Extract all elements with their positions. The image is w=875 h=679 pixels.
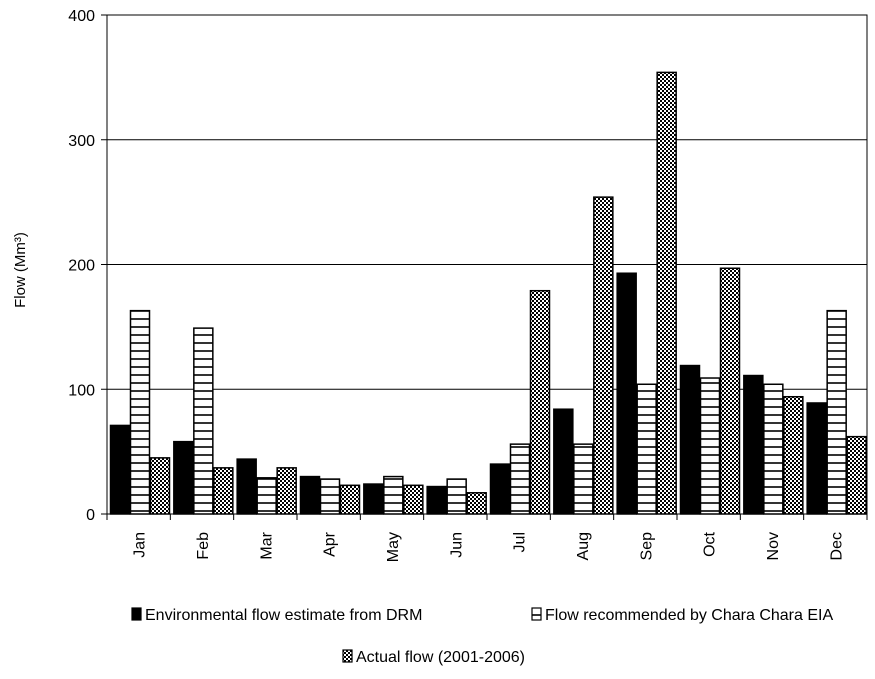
- bar-checker-nov: [783, 395, 804, 515]
- bar-solid-jun: [426, 485, 447, 515]
- axes: [101, 14, 868, 520]
- bar-checker-jan: [149, 457, 171, 515]
- bar-solid-nov: [743, 374, 764, 515]
- bar-checker-dec: [846, 435, 867, 515]
- bar-solid-feb: [173, 440, 194, 515]
- x-tick-label: Mar: [258, 531, 275, 559]
- y-tick-label: 100: [68, 382, 95, 399]
- x-tick-label: May: [385, 532, 402, 562]
- bar-horizontal-lines-may: [383, 475, 404, 515]
- x-tick-label: Jan: [132, 532, 149, 558]
- bar-horizontal-lines-dec: [826, 309, 847, 515]
- bar-checker-oct: [719, 267, 741, 515]
- bar-horizontal-lines-feb: [193, 327, 214, 515]
- bar-horizontal-lines-oct: [699, 377, 721, 515]
- x-tick-label: Dec: [828, 532, 845, 560]
- y-tick-label: 0: [86, 507, 95, 524]
- legend-item: Actual flow (2001-2006): [342, 649, 525, 666]
- legend-swatch: [131, 607, 142, 621]
- y-axis-label: Flow (Mm³): [12, 232, 29, 308]
- y-tick-label: 300: [68, 133, 95, 150]
- x-tick-label: Feb: [195, 532, 212, 560]
- gridlines: [107, 139, 867, 390]
- bar-solid-jul: [489, 463, 511, 515]
- y-tick-labels: 0 100 200 300 400: [68, 8, 95, 524]
- x-tick-label: Jun: [448, 532, 465, 558]
- bar-checker-may: [403, 484, 424, 515]
- bar-horizontal-lines-jun: [446, 478, 467, 515]
- legend-item: Flow recommended by Chara Chara EIA: [531, 607, 833, 624]
- bar-horizontal-lines-aug: [573, 443, 594, 515]
- bar-checker-jun: [466, 492, 487, 515]
- bars: [109, 71, 867, 515]
- bar-horizontal-lines-mar: [256, 477, 277, 515]
- x-tick-label: Oct: [702, 531, 719, 556]
- x-tick-label: Jul: [512, 532, 529, 552]
- x-tick-label: Sep: [638, 532, 655, 561]
- bar-checker-feb: [213, 467, 234, 515]
- bar-checker-mar: [276, 467, 297, 515]
- legend-label: Flow recommended by Chara Chara EIA: [545, 607, 833, 624]
- bar-solid-dec: [806, 402, 827, 515]
- legend-swatch: [342, 649, 353, 663]
- legend-swatch: [531, 607, 542, 621]
- bar-horizontal-lines-jul: [509, 443, 531, 515]
- bar-solid-sep: [616, 272, 637, 515]
- bar-solid-oct: [679, 364, 701, 515]
- y-tick-label: 400: [68, 8, 95, 25]
- bar-checker-jul: [529, 289, 551, 515]
- bar-checker-apr: [339, 484, 361, 515]
- bar-solid-jan: [109, 424, 131, 515]
- bar-solid-apr: [299, 475, 321, 515]
- x-tick-label: Apr: [322, 531, 339, 557]
- legend: Environmental flow estimate from DRM Flow…: [131, 607, 833, 666]
- bar-checker-aug: [593, 196, 614, 515]
- bar-solid-may: [363, 483, 384, 515]
- bar-horizontal-lines-jan: [129, 309, 151, 515]
- y-tick-label: 200: [68, 258, 95, 275]
- bar-horizontal-lines-nov: [763, 383, 784, 515]
- bar-checker-sep: [656, 71, 677, 515]
- x-tick-label: Nov: [765, 532, 782, 560]
- bar-horizontal-lines-sep: [636, 383, 657, 515]
- bar-solid-aug: [553, 408, 574, 515]
- bar-solid-mar: [236, 458, 257, 515]
- legend-item: Environmental flow estimate from DRM: [131, 607, 422, 624]
- x-tick-label: Aug: [575, 532, 592, 560]
- legend-label: Actual flow (2001-2006): [356, 649, 525, 666]
- bar-horizontal-lines-apr: [319, 478, 341, 515]
- x-tick-labels: Jan Feb Mar Apr May Jun Jul Aug Sep Oct Nov Dec: [132, 531, 846, 562]
- legend-label: Environmental flow estimate from DRM: [145, 607, 422, 624]
